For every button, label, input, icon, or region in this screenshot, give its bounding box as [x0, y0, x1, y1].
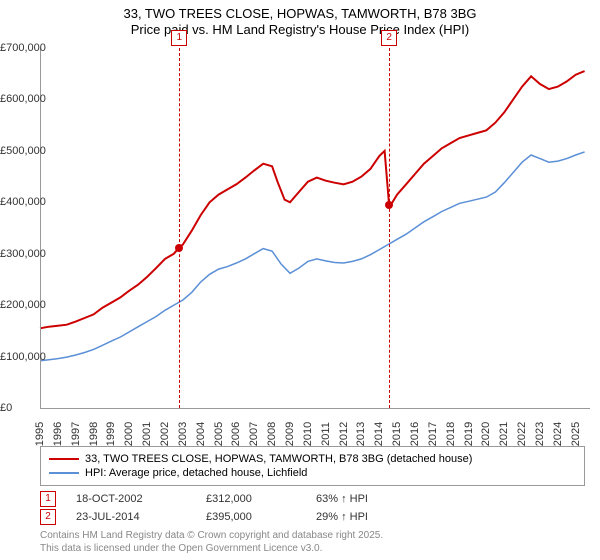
- x-tick-label: 1996: [52, 419, 64, 449]
- x-tick-label: 1999: [105, 419, 117, 449]
- x-tick-label: 2004: [195, 419, 207, 449]
- sales-pct: 63% ↑ HPI: [316, 493, 436, 505]
- sales-date: 23-JUL-2014: [76, 511, 206, 523]
- series-line-price_paid: [40, 71, 585, 328]
- sales-marker-box: 2: [40, 509, 56, 525]
- footer-attribution: Contains HM Land Registry data © Crown c…: [40, 530, 383, 555]
- x-tick-label: 2012: [338, 419, 350, 449]
- x-tick-label: 2016: [409, 419, 421, 449]
- y-tick-label: £400,000: [0, 196, 48, 208]
- chart-title-block: 33, TWO TREES CLOSE, HOPWAS, TAMWORTH, B…: [0, 0, 600, 39]
- footer-line-1: Contains HM Land Registry data © Crown c…: [40, 530, 383, 543]
- x-tick-label: 2022: [516, 419, 528, 449]
- chart-lines-svg: [40, 48, 590, 408]
- chart-container: 33, TWO TREES CLOSE, HOPWAS, TAMWORTH, B…: [0, 0, 600, 560]
- x-tick-label: 2015: [391, 419, 403, 449]
- x-tick-label: 2011: [320, 419, 332, 449]
- series-line-hpi: [40, 152, 585, 361]
- y-tick-label: £100,000: [0, 351, 48, 363]
- x-tick-label: 2021: [498, 419, 510, 449]
- x-tick-label: 2013: [355, 419, 367, 449]
- sale-dot: [385, 201, 393, 209]
- title-line-1: 33, TWO TREES CLOSE, HOPWAS, TAMWORTH, B…: [0, 6, 600, 22]
- y-tick-label: £500,000: [0, 145, 48, 157]
- y-tick-label: £200,000: [0, 299, 48, 311]
- bottom-axis: [40, 408, 590, 409]
- legend-box: 33, TWO TREES CLOSE, HOPWAS, TAMWORTH, B…: [40, 446, 585, 486]
- x-tick-label: 2007: [248, 419, 260, 449]
- x-tick-label: 2014: [373, 419, 385, 449]
- x-tick-label: 1998: [88, 419, 100, 449]
- x-tick-label: 2000: [123, 419, 135, 449]
- x-tick-label: 2008: [266, 419, 278, 449]
- legend-row: 33, TWO TREES CLOSE, HOPWAS, TAMWORTH, B…: [49, 453, 576, 465]
- footer-line-2: This data is licensed under the Open Gov…: [40, 543, 383, 556]
- x-tick-label: 1995: [34, 419, 46, 449]
- sales-date: 18-OCT-2002: [76, 493, 206, 505]
- x-tick-label: 2009: [284, 419, 296, 449]
- sales-pct: 29% ↑ HPI: [316, 511, 436, 523]
- sales-price: £395,000: [206, 511, 316, 523]
- x-tick-label: 1997: [70, 419, 82, 449]
- sale-marker-line: [389, 48, 390, 408]
- legend-row: HPI: Average price, detached house, Lich…: [49, 467, 576, 479]
- sales-price: £312,000: [206, 493, 316, 505]
- y-tick-label: £0: [0, 402, 48, 414]
- sales-row: 1 18-OCT-2002£312,00063% ↑ HPI: [40, 490, 436, 508]
- x-tick-label: 2025: [570, 419, 582, 449]
- legend-swatch: [49, 472, 79, 474]
- sale-dot: [175, 244, 183, 252]
- x-tick-label: 2003: [177, 419, 189, 449]
- x-tick-label: 2019: [463, 419, 475, 449]
- x-tick-label: 2002: [159, 419, 171, 449]
- sale-marker-box: 2: [381, 30, 397, 46]
- x-tick-label: 2017: [427, 419, 439, 449]
- x-tick-label: 2006: [230, 419, 242, 449]
- sales-row: 2 23-JUL-2014£395,00029% ↑ HPI: [40, 508, 436, 526]
- x-tick-label: 2001: [141, 419, 153, 449]
- x-tick-label: 2018: [445, 419, 457, 449]
- sales-table: 1 18-OCT-2002£312,00063% ↑ HPI 2 23-JUL-201…: [40, 490, 436, 526]
- y-tick-label: £700,000: [0, 42, 48, 54]
- sale-marker-line: [179, 48, 180, 408]
- legend-label: 33, TWO TREES CLOSE, HOPWAS, TAMWORTH, B…: [85, 453, 472, 465]
- y-tick-label: £600,000: [0, 93, 48, 105]
- legend-swatch: [49, 458, 79, 460]
- x-tick-label: 2005: [213, 419, 225, 449]
- sales-marker-box: 1: [40, 491, 56, 507]
- x-tick-label: 2020: [480, 419, 492, 449]
- y-tick-label: £300,000: [0, 248, 48, 260]
- x-tick-label: 2023: [534, 419, 546, 449]
- x-tick-label: 2024: [552, 419, 564, 449]
- plot-area: £0£100,000£200,000£300,000£400,000£500,0…: [40, 48, 590, 408]
- title-line-2: Price paid vs. HM Land Registry's House …: [0, 22, 600, 38]
- legend-label: HPI: Average price, detached house, Lich…: [85, 467, 307, 479]
- sale-marker-box: 1: [171, 30, 187, 46]
- x-tick-label: 2010: [302, 419, 314, 449]
